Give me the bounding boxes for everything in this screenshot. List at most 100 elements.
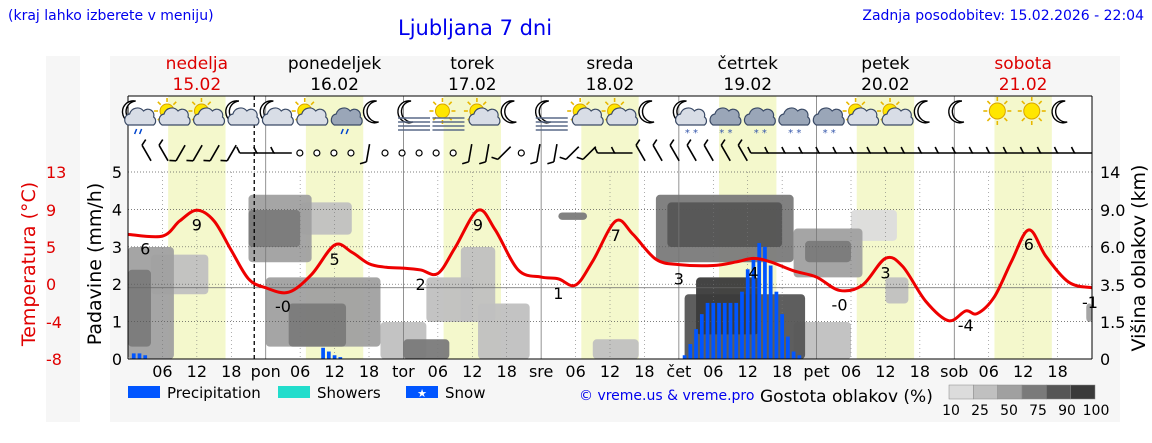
- sun-disc: [1023, 102, 1041, 120]
- snow-flakes: * *: [685, 128, 698, 139]
- snow-star-icon: ★: [417, 387, 427, 400]
- daylight-band: [168, 96, 226, 359]
- cloud-density-block: [300, 202, 352, 235]
- sun-ray: [1038, 100, 1043, 105]
- barb-flag: [686, 139, 692, 146]
- cloud-height-tick-label: 0: [1100, 350, 1110, 369]
- calm: [432, 149, 440, 157]
- legend-precipitation-swatch: [128, 386, 160, 398]
- precipitation-bar: [740, 291, 744, 359]
- barb: [359, 143, 371, 165]
- precipitation-bar: [745, 269, 750, 359]
- precipitation-bar: [705, 302, 710, 359]
- barb-flag: [461, 161, 469, 165]
- barb-shaft: [192, 144, 203, 162]
- cloud-legend-tick: 75: [1029, 403, 1047, 419]
- precipitation-bar: [722, 302, 727, 359]
- temperature-label: 9: [473, 215, 483, 234]
- precipitation-bars: [131, 243, 802, 359]
- wind-barb-sw: [720, 139, 731, 162]
- legend-precipitation-label: Precipitation: [167, 384, 261, 402]
- x-tick-label: 12: [1013, 362, 1033, 381]
- calm: [398, 149, 406, 157]
- cloud-legend-title: Gostota oblakov (%): [760, 387, 933, 407]
- sun-cloud-icon: [463, 98, 501, 126]
- x-tick-label: 06: [565, 362, 585, 381]
- day-date: 20.02: [861, 75, 910, 95]
- barb-flag: [917, 146, 922, 154]
- wind-barb-sw: [703, 139, 714, 162]
- barb-flag: [720, 139, 726, 146]
- wind-barb-e: [764, 146, 786, 154]
- cloud-legend-tick: 50: [1000, 403, 1018, 419]
- precipitation-bar: [332, 355, 337, 359]
- wind-barb-sw: [635, 139, 646, 162]
- day-name: petek: [861, 54, 909, 74]
- moon-icon: [362, 100, 379, 124]
- temperature-label: -0: [275, 297, 291, 316]
- moon-cloud-icon: [259, 100, 294, 126]
- barb: [917, 146, 940, 154]
- legend-showers-label: Showers: [317, 384, 381, 402]
- wind-barb-sw: [686, 139, 697, 162]
- barb-flag: [1036, 146, 1042, 154]
- wind-barb-e: [236, 146, 258, 154]
- barb: [934, 146, 957, 154]
- day-name: ponedeljek: [288, 54, 382, 74]
- cloud-snow-icon: * *: [778, 107, 811, 139]
- x-tick-label: tor: [392, 362, 415, 381]
- barb-shaft: [158, 144, 169, 162]
- temperature-label: -1: [1082, 293, 1098, 312]
- cloud-density-block: [558, 212, 588, 220]
- cloud-shape: [778, 107, 811, 126]
- barb-flag: [900, 146, 905, 154]
- cloud-shape: [296, 107, 329, 126]
- barb: [1053, 146, 1076, 154]
- calm: [517, 149, 525, 157]
- cloud-legend-swatch: [997, 384, 1023, 400]
- cloud-height-tick-label: 1.5: [1100, 313, 1125, 332]
- x-tick-label: 12: [738, 362, 758, 381]
- cloud-density-block: [128, 269, 151, 347]
- moon-crescent: [913, 100, 930, 124]
- temperature-series: 6 9 -0 5 2 9 1 7 3 4 -0 3 -4 6 -1: [127, 208, 1098, 335]
- wind-barb-sw: [652, 139, 663, 162]
- wind-barb-e: [866, 146, 889, 154]
- moon-icon: [1051, 100, 1068, 124]
- moon-cloud-snow-icon: * *: [672, 100, 707, 139]
- x-tick-label: pon: [251, 362, 281, 381]
- calm-circle: [449, 149, 457, 157]
- barb-shaft: [686, 144, 697, 162]
- wind-barb-ne: [576, 146, 597, 161]
- barb: [547, 143, 558, 165]
- temperature-label: 2: [416, 275, 426, 294]
- moon-cloud-rain-icon: [121, 100, 157, 135]
- calm: [296, 149, 304, 157]
- sun-ray: [570, 101, 575, 106]
- wind-barb-ne: [559, 146, 580, 161]
- copyright-link[interactable]: © vreme.us & vreme.pro: [579, 388, 755, 404]
- x-tick-label: 06: [841, 362, 861, 381]
- sun-cloud-icon: [842, 98, 880, 126]
- temperature-tick-label: 9: [46, 201, 56, 220]
- barb: [720, 139, 731, 162]
- moon-icon: [948, 100, 965, 124]
- barb-flag: [951, 146, 956, 154]
- calm-circle: [398, 149, 406, 157]
- barb: [461, 143, 473, 165]
- calm: [415, 149, 423, 157]
- barb: [1070, 146, 1093, 154]
- location-hint[interactable]: (kraj lahko izberete v meniju): [8, 8, 214, 24]
- cloud-height-tick-label: 9.0: [1100, 201, 1125, 220]
- wind-barb-e: [1019, 146, 1042, 154]
- rain-drop: [345, 128, 349, 135]
- barb-flag: [220, 159, 228, 162]
- barb: [849, 146, 872, 154]
- wind-barb-e: [985, 146, 1008, 154]
- temperature-label: -0: [832, 295, 848, 314]
- barb-shaft: [497, 146, 512, 160]
- sun-ray: [310, 101, 315, 106]
- wind-barb-e: [1053, 146, 1076, 154]
- sun-cloud-icon: [877, 98, 914, 126]
- snow-flakes: * *: [823, 128, 836, 139]
